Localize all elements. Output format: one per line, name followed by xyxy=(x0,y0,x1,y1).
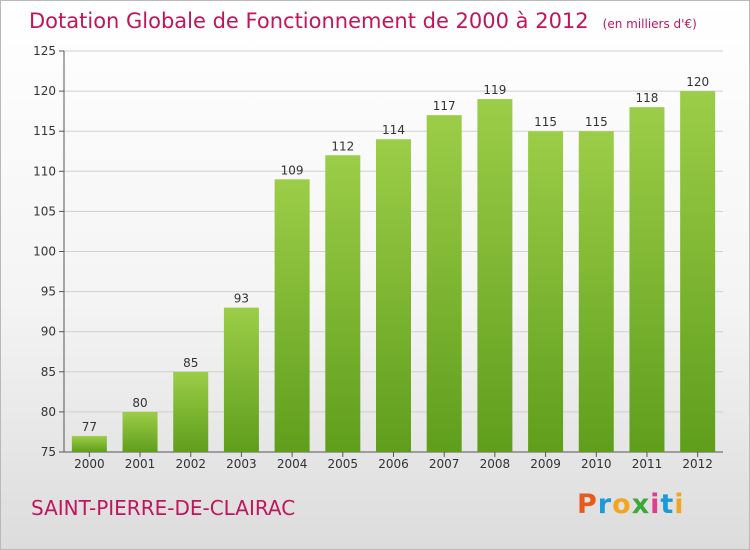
bar-2005 xyxy=(325,155,361,452)
bars xyxy=(71,91,716,453)
bar-2004 xyxy=(274,179,310,452)
bar-chart: 75 80 85 90 95 100 105 110 115 120 125 2000 2001 2002… xyxy=(33,44,723,471)
commune-name: SAINT-PIERRE-DE-CLAIRAC xyxy=(31,496,296,520)
x-tick-label-2005: 2005 xyxy=(328,457,359,471)
y-tick-label: 75 xyxy=(41,445,56,459)
bar-2010 xyxy=(578,131,614,452)
value-label-2003: 93 xyxy=(234,292,249,306)
x-tick-label-2012: 2012 xyxy=(682,457,713,471)
logo-letter: r xyxy=(597,489,613,520)
x-tick-label-2011: 2011 xyxy=(632,457,663,471)
y-tick-label: 90 xyxy=(41,325,56,339)
value-label-2004: 109 xyxy=(281,163,304,177)
x-tick-label-2000: 2000 xyxy=(74,457,105,471)
y-tick-label: 85 xyxy=(41,365,56,379)
value-label-2008: 119 xyxy=(483,83,506,97)
bar-2006 xyxy=(376,139,411,452)
logo-letter: i xyxy=(674,489,685,520)
x-tick-label-2003: 2003 xyxy=(226,457,257,471)
bar-2002 xyxy=(173,371,209,452)
logo-letter: i xyxy=(650,489,661,520)
value-label-2002: 85 xyxy=(183,356,198,370)
bar-2011 xyxy=(629,107,665,452)
value-label-2009: 115 xyxy=(534,115,557,129)
value-label-2001: 80 xyxy=(132,396,147,410)
x-tick-label-2004: 2004 xyxy=(277,457,308,471)
bar-2001 xyxy=(122,411,158,452)
chart-subtitle: (en milliers d'€) xyxy=(602,17,697,31)
logo-letter: x xyxy=(631,489,651,520)
logo-letter: t xyxy=(660,489,675,520)
value-label-2011: 118 xyxy=(636,91,659,105)
y-tick-label: 115 xyxy=(33,124,56,138)
bar-2003 xyxy=(223,307,259,452)
y-tick-label: 95 xyxy=(41,285,56,299)
y-tick-label: 110 xyxy=(33,164,56,178)
y-tick-label: 125 xyxy=(33,44,56,58)
bar-2009 xyxy=(528,131,564,452)
y-tick-label: 100 xyxy=(33,245,56,259)
value-labels: 77 80 85 93 109 112 114 117 119 115 115 118 120 xyxy=(82,75,709,434)
value-label-2005: 112 xyxy=(331,139,354,153)
value-label-2012: 120 xyxy=(686,75,709,89)
logo-letter: P xyxy=(577,489,598,520)
logo-letter: o xyxy=(612,489,632,520)
x-tick-label-2009: 2009 xyxy=(530,457,561,471)
bar-2008 xyxy=(477,99,513,453)
value-label-2006: 114 xyxy=(382,123,405,137)
value-label-2007: 117 xyxy=(433,99,456,113)
x-tick-label-2002: 2002 xyxy=(175,457,206,471)
x-tick-label-2006: 2006 xyxy=(378,457,409,471)
chart-title-text: Dotation Globale de Fonctionnement de 20… xyxy=(29,9,589,33)
x-tick-label-2010: 2010 xyxy=(581,457,612,471)
x-tick-label-2001: 2001 xyxy=(125,457,156,471)
y-tick-label: 120 xyxy=(33,84,56,98)
value-label-2010: 115 xyxy=(585,115,608,129)
y-tick-label: 105 xyxy=(33,204,56,218)
bar-2007 xyxy=(426,115,462,452)
proxiti-logo: Proxiti xyxy=(577,489,685,520)
bar-2012 xyxy=(680,91,716,452)
x-tick-label-2007: 2007 xyxy=(429,457,460,471)
y-tick-label: 80 xyxy=(41,405,56,419)
chart-title: Dotation Globale de Fonctionnement de 20… xyxy=(29,9,697,33)
bar-2000 xyxy=(71,435,107,452)
value-label-2000: 77 xyxy=(82,420,97,434)
x-tick-label-2008: 2008 xyxy=(480,457,511,471)
